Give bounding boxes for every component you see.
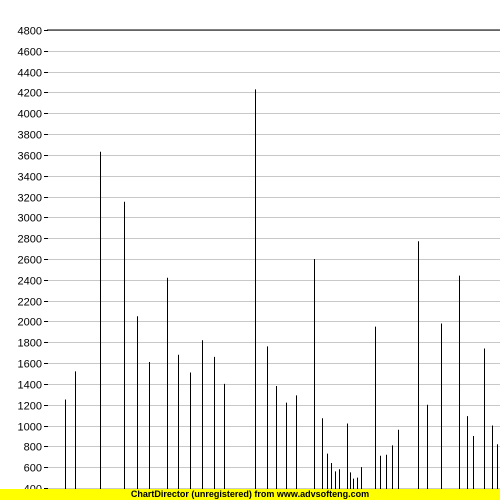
grid-lines — [48, 30, 500, 489]
y-tick-label: 1400 — [18, 380, 42, 392]
y-tick-label: 600 — [24, 463, 42, 475]
watermark-banner: ChartDirector (unregistered) from www.ad… — [0, 489, 500, 500]
y-tick-label: 1000 — [18, 422, 42, 434]
y-tick-label: 2800 — [18, 234, 42, 246]
y-tick-label: 3800 — [18, 130, 42, 142]
y-tick-label: 3600 — [18, 151, 42, 163]
y-tick-label: 2400 — [18, 276, 42, 288]
y-tick-label: 4800 — [18, 26, 42, 38]
y-tick-label: 3400 — [18, 172, 42, 184]
y-tick-label: 800 — [24, 442, 42, 454]
y-tick-label: 4000 — [18, 109, 42, 121]
y-tick-label: 2600 — [18, 255, 42, 267]
y-tick-label: 4600 — [18, 47, 42, 59]
y-tick-label: 4200 — [18, 88, 42, 100]
y-tick-label: 2000 — [18, 317, 42, 329]
y-tick-label: 4400 — [18, 68, 42, 80]
y-tick-label: 3200 — [18, 193, 42, 205]
y-tick-label: 1200 — [18, 401, 42, 413]
y-tick-label: 3000 — [18, 213, 42, 225]
y-axis: 4006008001000120014001600180020002200240… — [18, 26, 48, 496]
y-tick-label: 1600 — [18, 359, 42, 371]
y-tick-label: 1800 — [18, 338, 42, 350]
bars — [65, 89, 498, 500]
y-tick-label: 2200 — [18, 297, 42, 309]
